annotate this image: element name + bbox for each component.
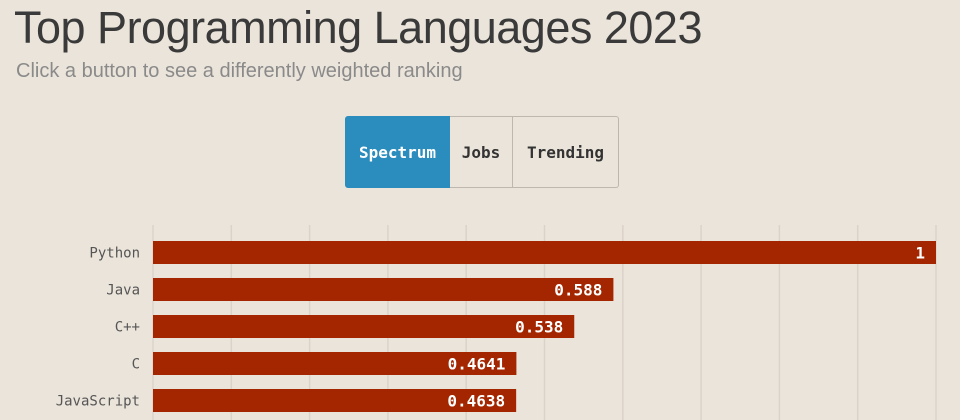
- bar-python: [153, 241, 936, 264]
- value-label: 0.4638: [447, 392, 505, 411]
- category-label: JavaScript: [56, 394, 140, 410]
- value-label: 0.588: [554, 281, 602, 300]
- bar-java: [153, 278, 614, 301]
- page-title: Top Programming Languages 2023: [14, 2, 702, 53]
- value-label: 0.538: [515, 318, 563, 337]
- value-label: 0.4641: [448, 355, 506, 374]
- category-label: Java: [106, 283, 140, 299]
- category-label: C++: [115, 320, 140, 336]
- bar-javascript: [153, 389, 517, 412]
- value-label: 1: [915, 244, 925, 263]
- trending-button[interactable]: Trending: [513, 116, 619, 188]
- bar-c: [153, 352, 517, 375]
- category-label: C: [132, 357, 140, 373]
- page-subtitle: Click a button to see a differently weig…: [16, 60, 463, 82]
- category-label: Python: [89, 246, 140, 262]
- jobs-button[interactable]: Jobs: [450, 116, 513, 188]
- ranking-button-group: Spectrum Jobs Trending: [345, 116, 619, 188]
- bar-c-: [153, 315, 575, 338]
- spectrum-button[interactable]: Spectrum: [345, 116, 450, 188]
